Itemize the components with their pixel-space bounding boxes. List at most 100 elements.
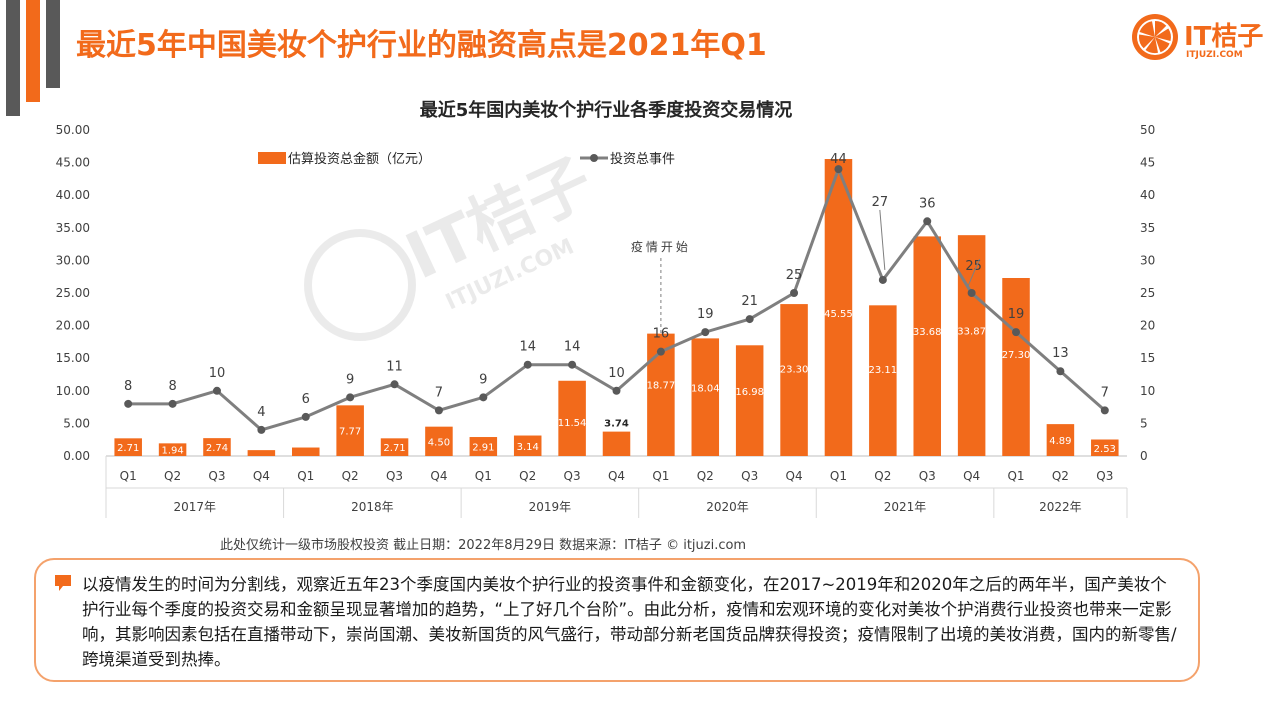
y-right-tick-label: 30	[1140, 253, 1155, 267]
line-point	[434, 406, 443, 415]
line-point	[923, 217, 932, 226]
bar	[291, 447, 320, 456]
y-left-tick-label: 45.00	[56, 156, 90, 170]
line-point	[523, 360, 532, 369]
logo-text: IT桔子	[1184, 22, 1264, 52]
bar-data-label: 18.04	[691, 383, 720, 394]
x-tick-label: Q2	[874, 469, 891, 483]
bar	[425, 426, 453, 456]
y-left-tick-label: 0.00	[63, 449, 90, 463]
line-point	[168, 399, 177, 408]
bar-data-label: 23.11	[869, 365, 898, 376]
line-data-label: 19	[1008, 307, 1025, 322]
decor-bar-3	[46, 0, 60, 88]
y-right-tick-label: 10	[1140, 384, 1155, 398]
bar-data-label: 45.55	[824, 309, 853, 320]
bar	[114, 438, 142, 456]
year-label: 2018年	[351, 500, 394, 514]
line-data-label: 21	[741, 294, 758, 309]
x-tick-label: Q1	[120, 469, 137, 483]
bar-data-label: 18.77	[647, 381, 676, 392]
year-label: 2021年	[884, 500, 927, 514]
y-left-tick-label: 10.00	[56, 384, 90, 398]
bar	[691, 338, 720, 456]
y-left-tick-label: 5.00	[63, 416, 90, 430]
line-data-label: 16	[653, 327, 670, 342]
bar	[602, 431, 631, 456]
bar-data-label: 2.53	[1094, 444, 1116, 455]
bar	[469, 437, 498, 456]
bar-data-label: 3.74	[604, 419, 629, 430]
year-label: 2017年	[174, 500, 217, 514]
x-tick-label: Q1	[652, 469, 669, 483]
y-left-tick-label: 20.00	[56, 319, 90, 333]
line-point	[346, 393, 355, 402]
line-data-label: 9	[479, 372, 487, 387]
bar	[957, 235, 986, 456]
x-tick-label: Q2	[1052, 469, 1069, 483]
line-data-label: 19	[697, 307, 714, 322]
decor-bar-2	[26, 0, 40, 102]
line-point	[745, 315, 754, 324]
bar	[780, 304, 808, 456]
y-right-tick-label: 20	[1140, 319, 1155, 333]
y-right-tick-label: 45	[1140, 156, 1155, 170]
line-point	[479, 393, 488, 402]
x-tick-label: Q4	[608, 469, 625, 483]
line-data-label: 7	[435, 385, 443, 400]
label-leader-line	[967, 258, 981, 288]
annotation-label: 疫情开始	[631, 239, 691, 254]
line-data-label: 14	[519, 340, 536, 355]
x-tick-label: Q2	[164, 469, 181, 483]
x-tick-label: Q1	[1007, 469, 1024, 483]
bar	[869, 305, 897, 456]
x-tick-label: Q2	[697, 469, 714, 483]
insight-box: 以疫情发生的时间为分割线，观察近五年23个季度国内美妆个护行业的投资事件和金额变…	[34, 558, 1200, 682]
logo-subtext: ITJUZI.COM	[1186, 50, 1243, 60]
line-point	[790, 289, 799, 297]
x-tick-label: Q3	[741, 469, 758, 483]
x-tick-label: Q1	[297, 469, 314, 483]
x-tick-label: Q4	[963, 469, 980, 483]
x-tick-label: Q4	[430, 469, 447, 483]
line-data-label: 4	[257, 405, 265, 420]
bar-data-label: 7.77	[339, 427, 361, 438]
bar-data-label: 27.30	[1002, 350, 1031, 361]
legend-bar-swatch	[258, 152, 286, 164]
line-data-label: 27	[872, 195, 889, 210]
x-tick-label: Q3	[386, 469, 403, 483]
bar	[735, 345, 764, 456]
line-point	[701, 328, 710, 337]
line-data-label: 6	[302, 392, 310, 407]
line-point	[390, 380, 399, 389]
bar	[558, 380, 586, 456]
bar	[380, 438, 409, 456]
bar	[247, 450, 276, 456]
line-data-label: 14	[564, 340, 581, 355]
line-data-label: 25	[786, 268, 803, 283]
bar-data-label: 33.68	[913, 327, 942, 338]
x-tick-label: Q3	[1096, 469, 1113, 483]
y-left-tick-label: 15.00	[56, 351, 90, 365]
line-point	[257, 425, 266, 434]
bar	[1091, 439, 1119, 456]
y-left-tick-label: 50.00	[56, 123, 90, 137]
line-point	[1012, 328, 1021, 337]
line-point	[967, 289, 976, 297]
x-tick-label: Q2	[342, 469, 359, 483]
bar	[1002, 278, 1030, 456]
bar-data-label: 2.74	[206, 443, 228, 454]
x-tick-label: Q2	[519, 469, 536, 483]
y-right-tick-label: 5	[1140, 416, 1148, 430]
orange-slice-icon	[1132, 14, 1178, 60]
line-point	[656, 347, 665, 356]
y-right-tick-label: 35	[1140, 221, 1155, 235]
y-right-tick-label: 50	[1140, 123, 1155, 137]
y-left-tick-label: 40.00	[56, 188, 90, 202]
bar-data-label: 2.91	[472, 443, 494, 454]
y-left-tick-label: 35.00	[56, 221, 90, 235]
line-point	[1056, 367, 1065, 376]
line-point	[212, 386, 221, 395]
line-data-label: 9	[346, 372, 354, 387]
bar-data-label: 3.14	[517, 442, 539, 453]
